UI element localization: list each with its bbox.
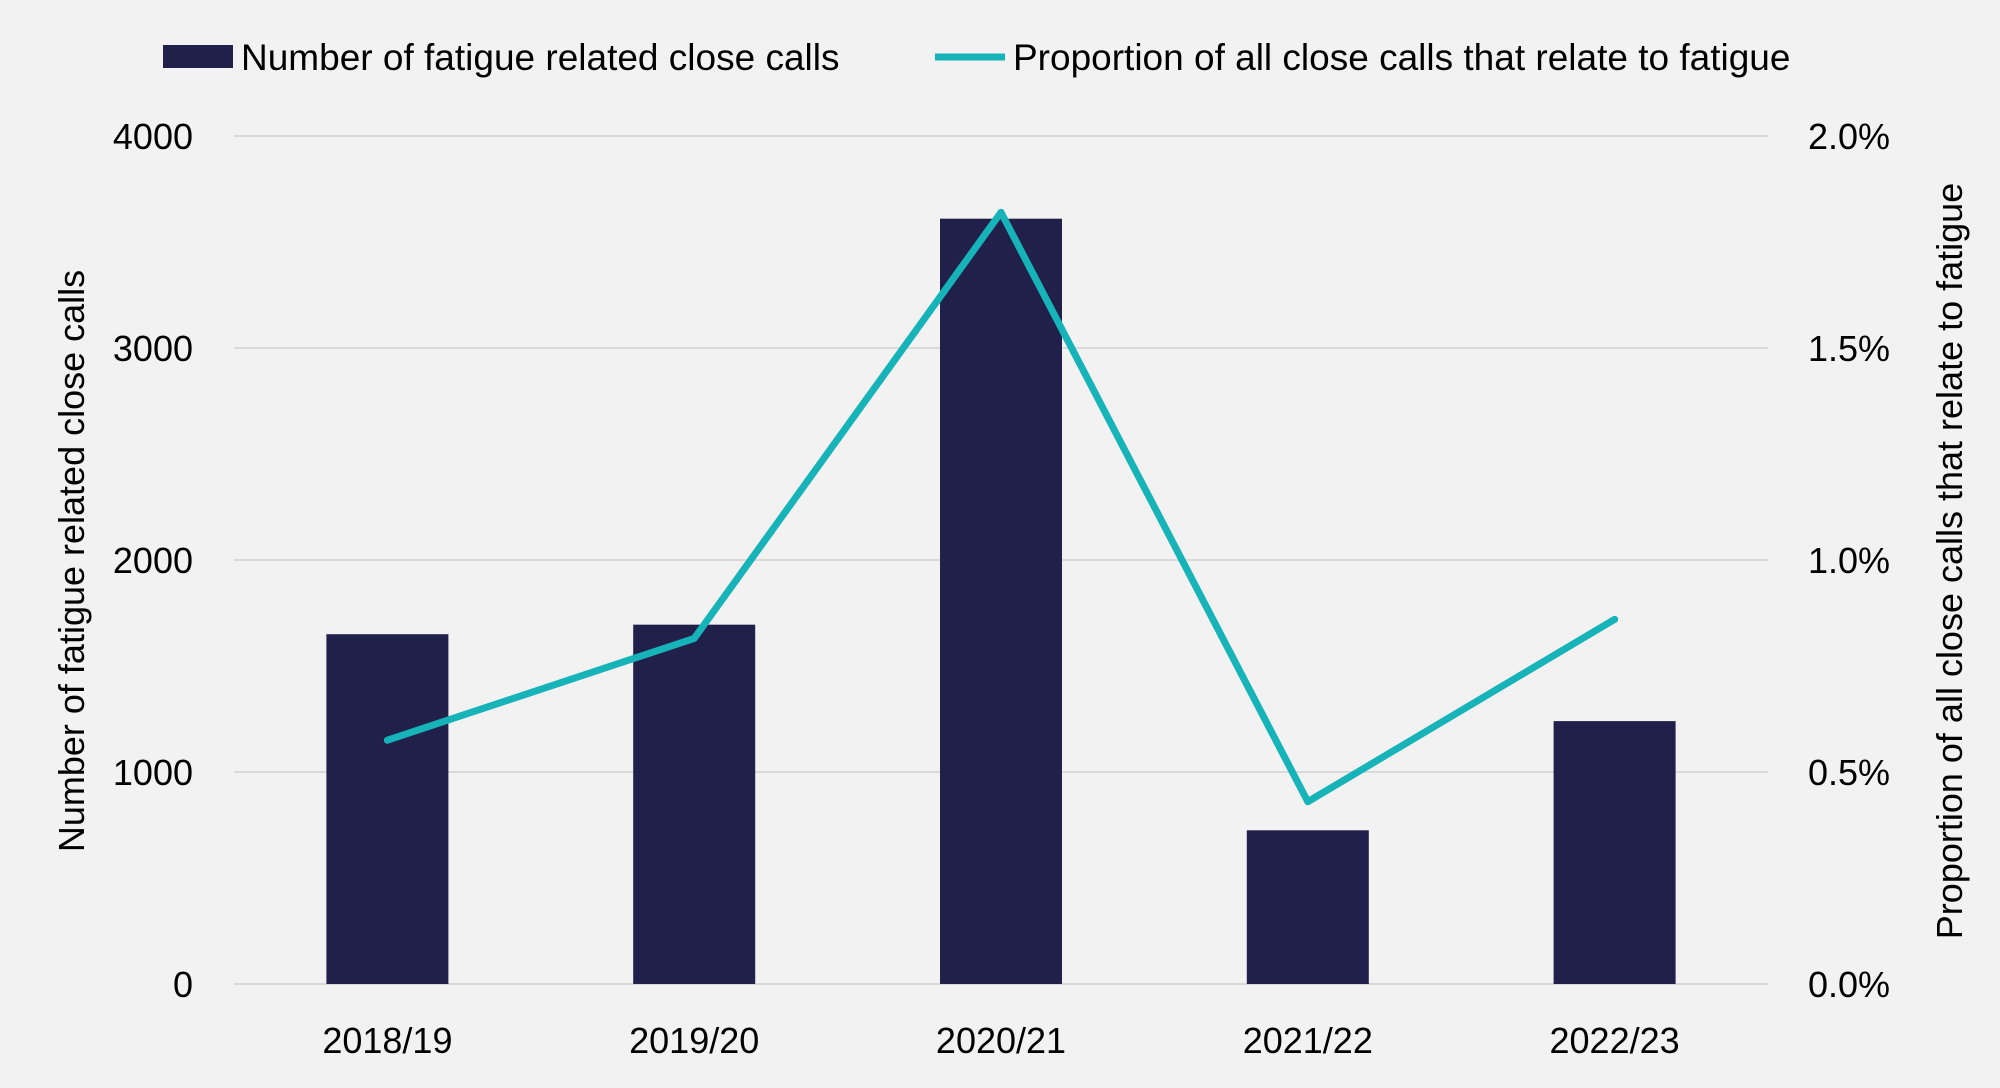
bar-series <box>326 218 1676 984</box>
left-tick-label: 1000 <box>113 752 193 793</box>
x-tick-label: 2022/23 <box>1550 1020 1680 1061</box>
bar <box>326 634 449 984</box>
bar <box>1246 830 1369 984</box>
right-tick-label: 1.5% <box>1808 328 1890 369</box>
right-axis-ticks: 0.0% 0.5% 1.0% 1.5% 2.0% <box>1808 116 1890 1005</box>
right-tick-label: 0.5% <box>1808 752 1890 793</box>
left-axis-title: Number of fatigue related close calls <box>51 270 92 852</box>
right-axis-title: Proportion of all close calls that relat… <box>1929 183 1970 939</box>
legend-label-line: Proportion of all close calls that relat… <box>1013 37 1790 78</box>
line-series <box>383 208 1619 806</box>
x-tick-label: 2018/19 <box>322 1020 452 1061</box>
line-point <box>1304 798 1312 806</box>
bar <box>633 624 756 984</box>
right-tick-label: 2.0% <box>1808 116 1890 157</box>
x-tick-label: 2020/21 <box>936 1020 1066 1061</box>
line-point <box>997 208 1005 216</box>
legend: Number of fatigue related close calls Pr… <box>163 37 1790 78</box>
left-axis-ticks: 0 1000 2000 3000 4000 <box>113 116 193 1005</box>
line-point <box>383 736 391 744</box>
left-tick-label: 0 <box>173 964 193 1005</box>
legend-label-bars: Number of fatigue related close calls <box>241 37 839 78</box>
right-tick-label: 1.0% <box>1808 540 1890 581</box>
x-tick-label: 2021/22 <box>1243 1020 1373 1061</box>
left-tick-label: 2000 <box>113 540 193 581</box>
bar <box>940 218 1062 984</box>
right-tick-label: 0.0% <box>1808 964 1890 1005</box>
line-point <box>1611 615 1619 623</box>
left-tick-label: 4000 <box>113 116 193 157</box>
x-tick-label: 2019/20 <box>629 1020 759 1061</box>
bar <box>1553 721 1676 984</box>
left-tick-label: 3000 <box>113 328 193 369</box>
legend-swatch-bars <box>163 45 233 68</box>
x-axis-ticks: 2018/19 2019/20 2020/21 2021/22 2022/23 <box>322 1020 1679 1061</box>
line-point <box>690 634 698 642</box>
